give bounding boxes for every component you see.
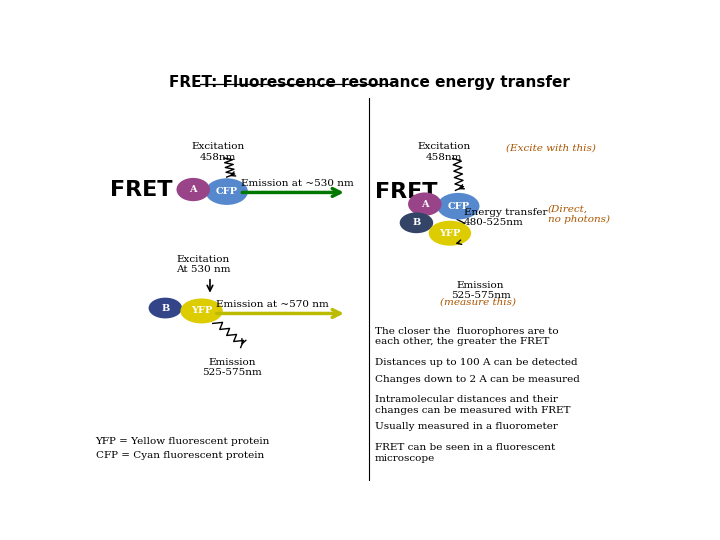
Text: B: B — [161, 303, 169, 313]
Text: Emission at ~530 nm: Emission at ~530 nm — [240, 179, 354, 188]
Text: FRET: Fluorescence resonance energy transfer: FRET: Fluorescence resonance energy tran… — [168, 75, 570, 90]
Text: Usually measured in a fluorometer: Usually measured in a fluorometer — [374, 422, 557, 431]
Text: Excitation
458nm: Excitation 458nm — [192, 143, 245, 162]
Ellipse shape — [408, 192, 441, 216]
Ellipse shape — [176, 178, 210, 201]
Text: Changes down to 2 A can be measured: Changes down to 2 A can be measured — [374, 375, 580, 383]
Text: The closer the  fluorophores are to
each other, the greater the FRET: The closer the fluorophores are to each … — [374, 327, 558, 346]
Text: YFP: YFP — [191, 307, 212, 315]
Text: (measure this): (measure this) — [440, 298, 516, 307]
Text: FRET can be seen in a fluorescent
microscope: FRET can be seen in a fluorescent micros… — [374, 443, 555, 463]
Text: Energy transfer
480-525nm: Energy transfer 480-525nm — [464, 208, 547, 227]
Ellipse shape — [181, 299, 222, 323]
Ellipse shape — [437, 193, 480, 219]
Ellipse shape — [205, 178, 248, 205]
Ellipse shape — [428, 221, 471, 246]
Text: Excitation
At 530 nm: Excitation At 530 nm — [176, 255, 231, 274]
Text: A: A — [421, 200, 428, 208]
Ellipse shape — [148, 298, 182, 319]
Text: Emission at ~570 nm: Emission at ~570 nm — [215, 300, 328, 309]
Text: YFP: YFP — [439, 229, 461, 238]
Text: Excitation
458nm: Excitation 458nm — [418, 143, 471, 162]
Text: CFP: CFP — [216, 187, 238, 196]
Text: CFP: CFP — [447, 201, 469, 211]
Text: CFP = Cyan fluorescent protein: CFP = Cyan fluorescent protein — [96, 451, 264, 460]
Text: (Excite with this): (Excite with this) — [505, 144, 595, 152]
Text: Distances up to 100 A can be detected: Distances up to 100 A can be detected — [374, 358, 577, 367]
Text: FRET: FRET — [109, 179, 172, 200]
Text: (Direct,
no photons): (Direct, no photons) — [547, 205, 610, 224]
Text: YFP = Yellow fluorescent protein: YFP = Yellow fluorescent protein — [96, 437, 270, 445]
Ellipse shape — [400, 212, 433, 233]
Text: Emission
525-575nm: Emission 525-575nm — [451, 281, 510, 300]
Text: Emission
525-575nm: Emission 525-575nm — [202, 358, 262, 377]
Text: Intramolecular distances and their
changes can be measured with FRET: Intramolecular distances and their chang… — [374, 395, 570, 415]
Text: FRET: FRET — [374, 181, 437, 201]
Text: A: A — [189, 185, 197, 194]
Text: B: B — [413, 218, 420, 227]
